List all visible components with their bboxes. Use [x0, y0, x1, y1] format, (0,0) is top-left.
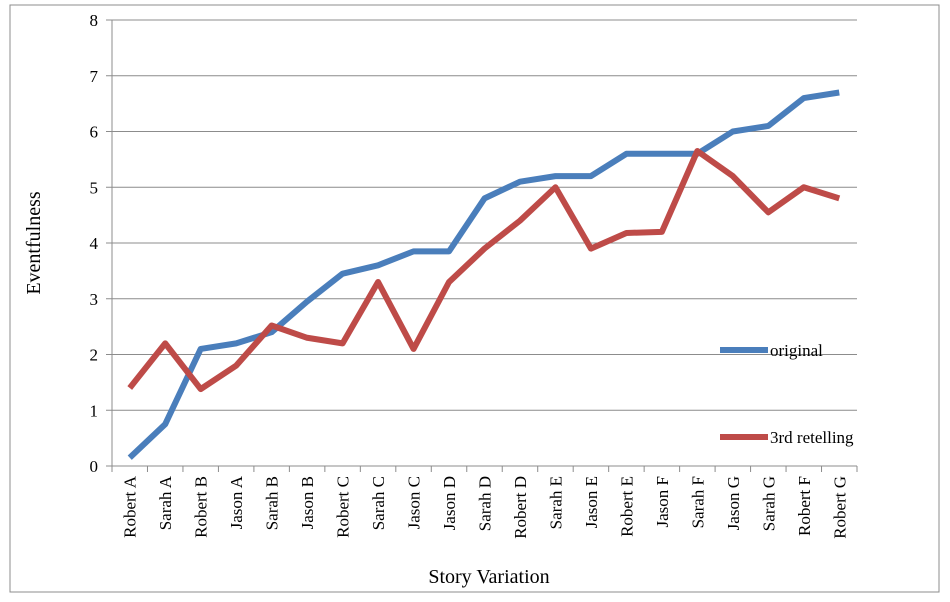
y-tick-label: 2 [90, 346, 99, 365]
x-tick-label: Sarah C [369, 476, 388, 530]
x-tick-label: Jason C [405, 476, 424, 529]
x-tick-label: Jason F [653, 476, 672, 527]
series-line [127, 89, 840, 460]
x-tick-label: Robert A [121, 475, 140, 538]
x-tick-label: Sarah E [546, 476, 565, 529]
y-tick-label: 3 [90, 290, 99, 309]
x-tick-label: Robert E [617, 476, 636, 537]
x-tick-label: Jason B [298, 476, 317, 529]
y-tick-label: 0 [90, 457, 99, 476]
x-tick-label: Sarah G [759, 476, 778, 531]
x-tick-label: Robert B [192, 476, 211, 538]
y-tick-label: 1 [90, 401, 99, 420]
x-tick-label: Robert F [795, 476, 814, 536]
x-tick-label: Robert C [334, 476, 353, 538]
x-tick-label: Robert D [511, 476, 530, 539]
x-tick-label: Sarah B [263, 476, 282, 530]
x-tick-label: Jason G [724, 476, 743, 530]
x-tick-label: Sarah A [156, 475, 175, 530]
y-tick-label: 7 [90, 67, 99, 86]
y-tick-label: 4 [90, 234, 99, 253]
y-axis-label: Eventfulness [23, 191, 45, 295]
x-tick-label: Jason D [440, 476, 459, 530]
y-tick-label: 8 [90, 11, 99, 30]
x-axis-label: Story Variation [428, 566, 549, 588]
x-tick-label: Jason E [582, 476, 601, 528]
x-tick-label: Robert G [830, 476, 849, 539]
legend-label: original [770, 341, 823, 360]
y-tick-label: 5 [90, 178, 99, 197]
series-line [127, 148, 841, 393]
legend-label: 3rd retelling [770, 428, 854, 447]
chart-border [9, 4, 940, 593]
x-tick-label: Sarah D [476, 476, 495, 531]
y-tick-label: 6 [90, 123, 99, 142]
x-tick-label: Jason A [227, 475, 246, 529]
x-tick-label: Sarah F [688, 476, 707, 528]
